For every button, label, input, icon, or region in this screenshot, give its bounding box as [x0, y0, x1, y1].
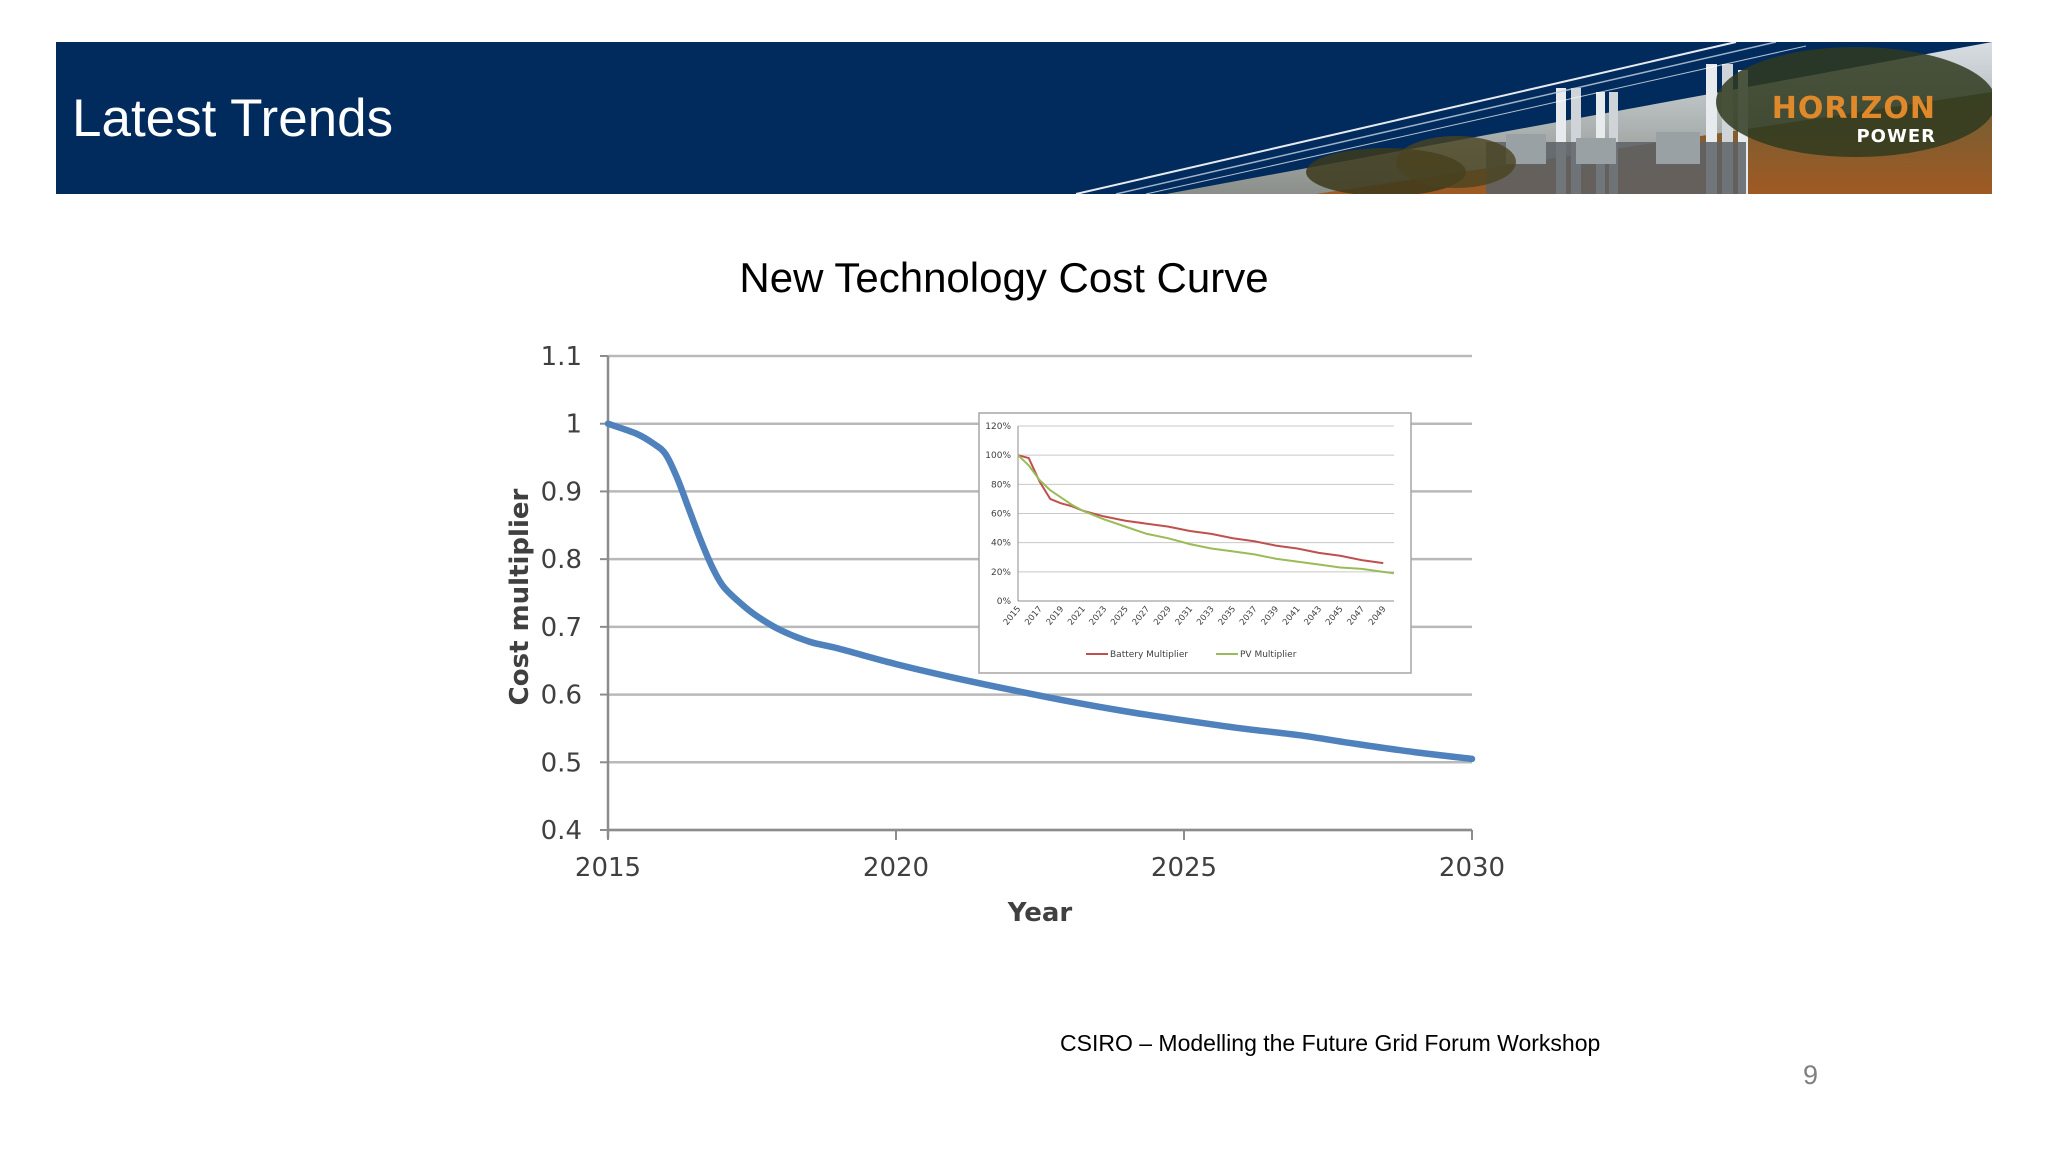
- inset-y-tick-label: 60%: [991, 510, 1011, 520]
- horizon-power-logo: HORIZON POWER: [1771, 91, 1936, 148]
- y-tick-label: 0.8: [541, 545, 582, 575]
- y-tick-label: 0.5: [541, 748, 582, 778]
- y-tick-label: 0.6: [541, 681, 582, 711]
- x-axis-label: Year: [1007, 898, 1073, 928]
- cost-multiplier-line: [604, 420, 1476, 763]
- inset-multiplier-chart: 0%20%40%60%80%100%120%2015 2017 2019 2021 20…: [978, 412, 1412, 674]
- x-tick-label: 2030: [1439, 853, 1505, 883]
- inset-y-tick-label: 80%: [991, 480, 1011, 490]
- y-tick-label: 0.7: [541, 613, 582, 643]
- source-citation: CSIRO – Modelling the Future Grid Forum …: [1060, 1030, 1601, 1056]
- logo-sub-text: POWER: [1856, 126, 1936, 147]
- inset-series-line: [1017, 454, 1395, 575]
- page-number: 9: [1803, 1060, 1819, 1090]
- power-station-photo: [1075, 42, 1992, 194]
- inset-y-tick-label: 120%: [985, 422, 1011, 432]
- x-tick-label: 2025: [1151, 853, 1217, 883]
- inset-y-tick-label: 100%: [985, 451, 1011, 461]
- logo-main-text: HORIZON: [1771, 91, 1936, 126]
- inset-y-tick-label: 0%: [997, 597, 1012, 607]
- inset-y-tick-label: 20%: [991, 568, 1011, 578]
- inset-legend-label: Battery Multiplier: [1110, 650, 1188, 660]
- x-tick-label: 2015: [575, 853, 641, 883]
- y-tick-label: 1.1: [541, 342, 582, 372]
- y-tick-label: 0.9: [541, 477, 582, 507]
- y-tick-label: 0.4: [541, 816, 582, 846]
- inset-y-tick-label: 40%: [991, 539, 1011, 549]
- inset-series-line: [1017, 454, 1384, 565]
- chart-title: New Technology Cost Curve: [739, 254, 1269, 301]
- inset-legend-label: PV Multiplier: [1240, 650, 1297, 660]
- y-tick-label: 1: [565, 410, 582, 440]
- header-banner: Latest Trends HORIZON POWER: [56, 42, 1992, 194]
- y-axis-label: Cost multiplier: [505, 489, 535, 706]
- page-title: Latest Trends: [72, 89, 394, 148]
- x-tick-label: 2020: [863, 853, 929, 883]
